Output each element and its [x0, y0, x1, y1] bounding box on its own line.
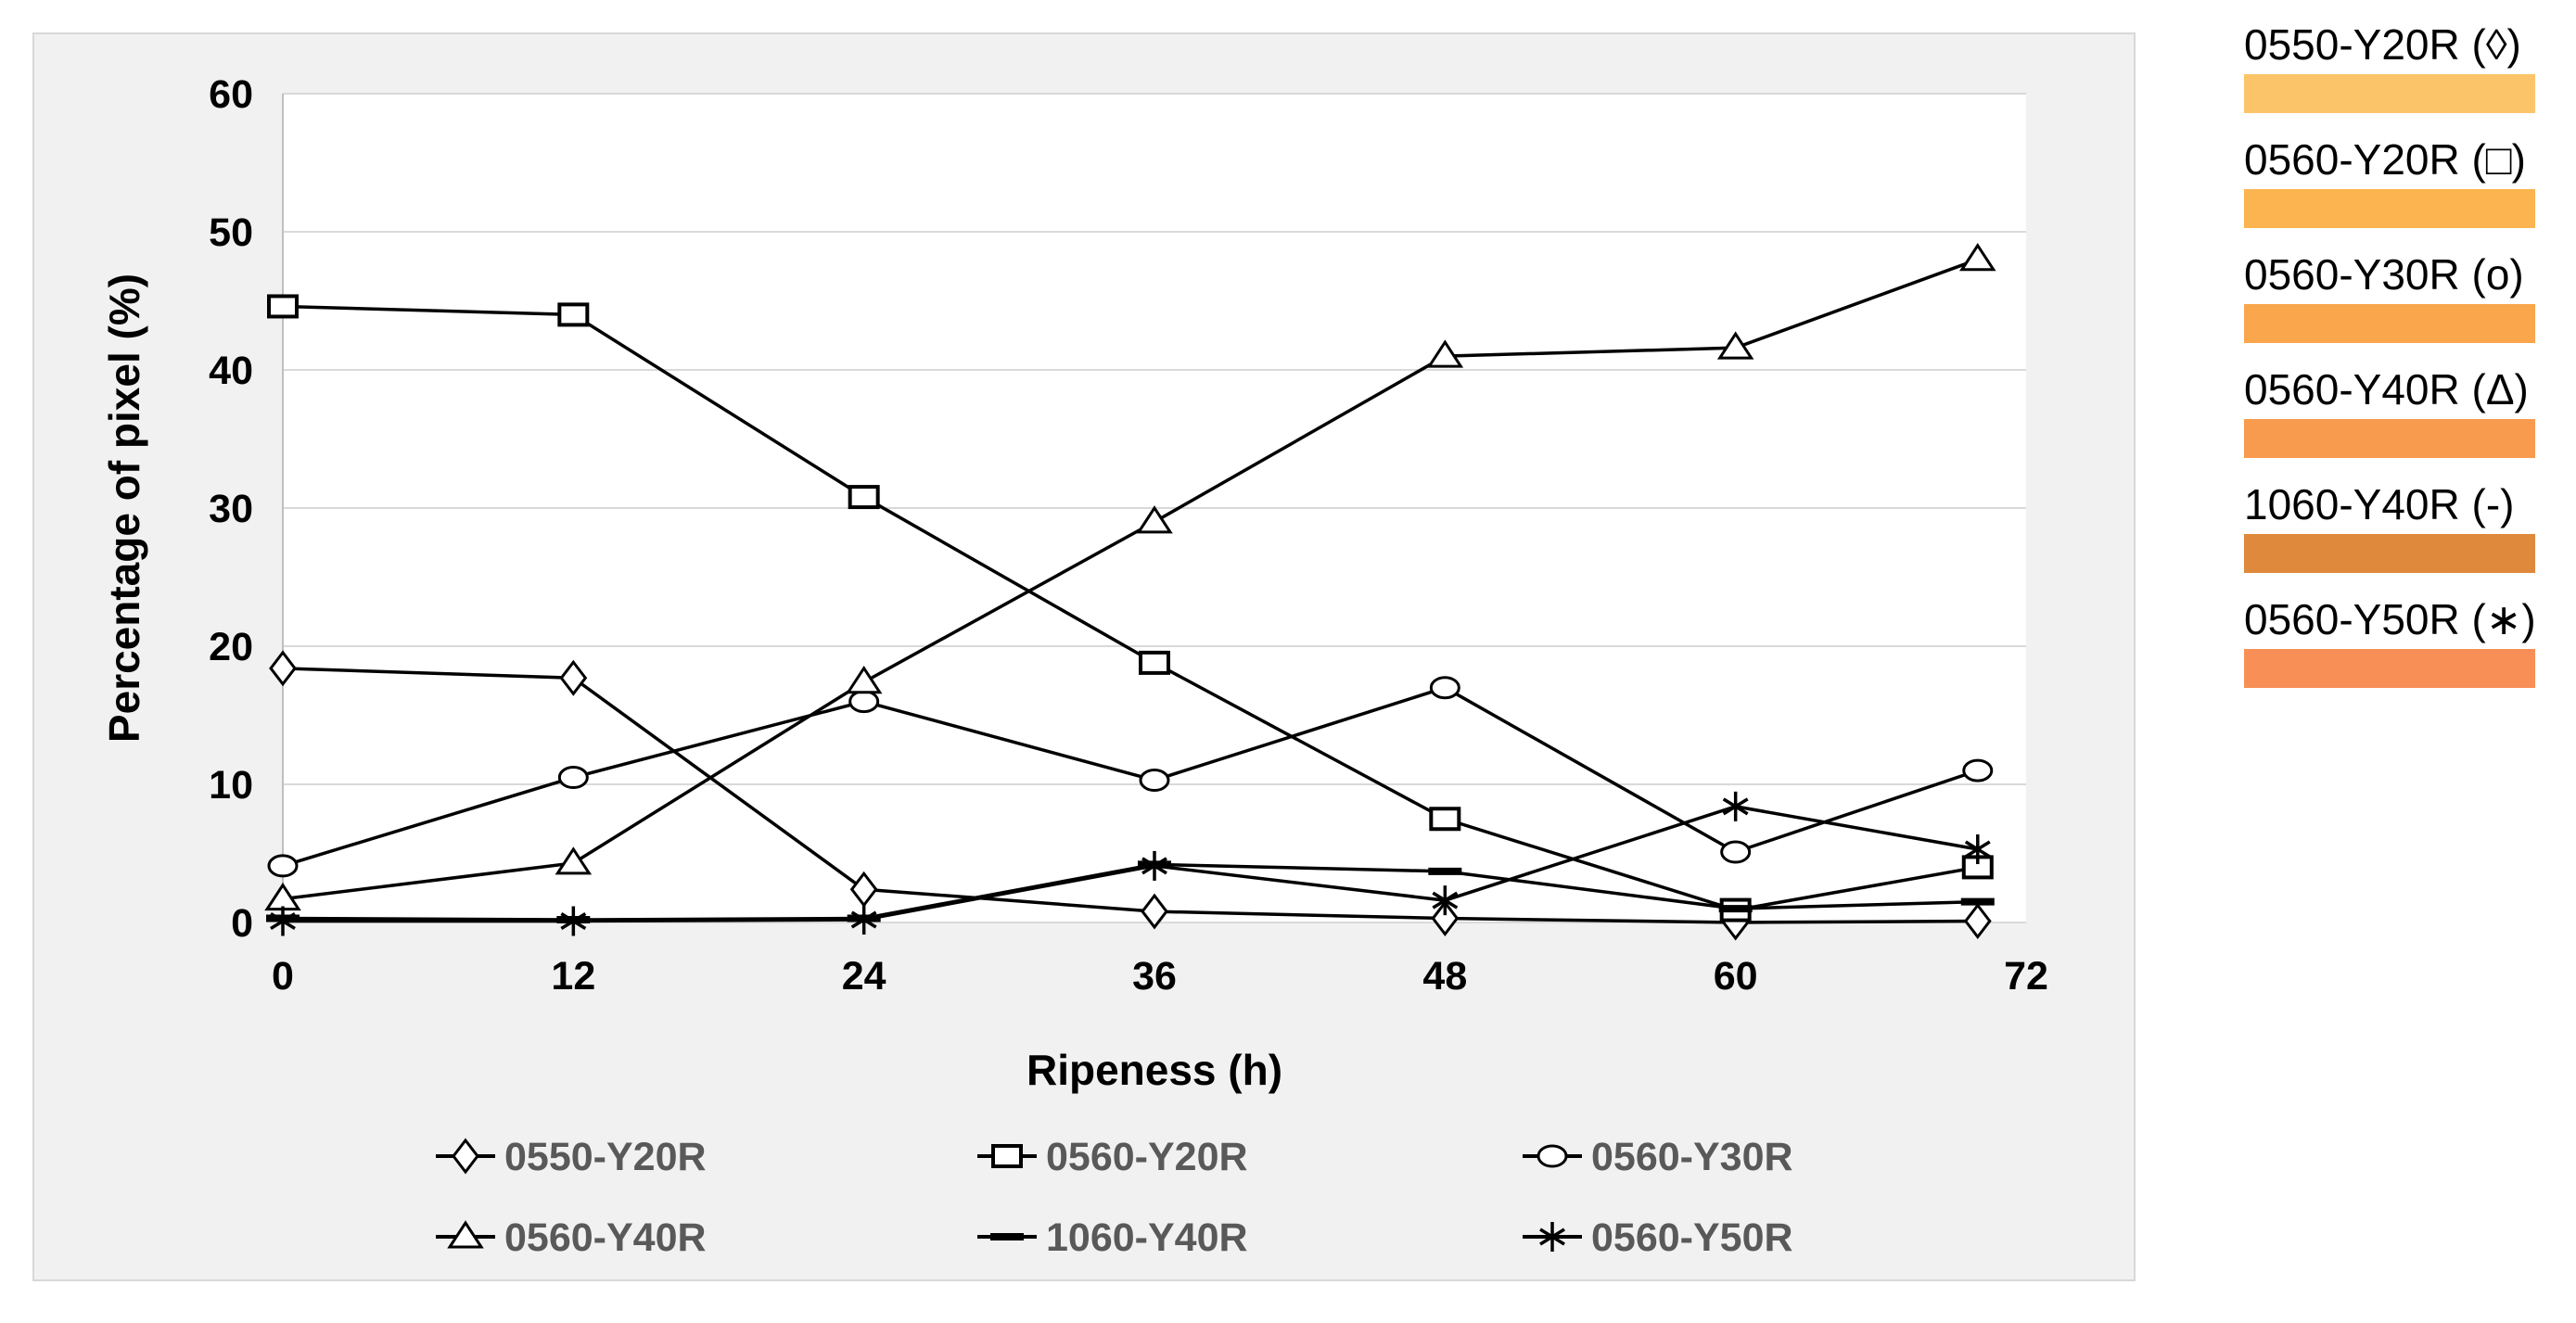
- color-legend-label: 0560-Y20R (□): [2244, 135, 2526, 184]
- x-tick-label: 24: [842, 954, 886, 999]
- legend-label: 0560-Y30R: [1591, 1135, 1793, 1179]
- x-tick-label: 60: [1714, 954, 1758, 999]
- y-tick-label: 40: [209, 349, 253, 393]
- color-legend-item: 1060-Y40R (-): [2244, 480, 2569, 573]
- color-legend-label: 1060-Y40R (-): [2244, 480, 2515, 528]
- diamond-marker: [452, 1138, 479, 1175]
- circle-marker: [1962, 758, 1994, 782]
- y-tick-label: 20: [209, 625, 253, 669]
- legend-label: 1060-Y40R: [1046, 1215, 1248, 1260]
- square-marker: [557, 302, 590, 327]
- x-tick-label: 72: [2004, 954, 2048, 999]
- color-legend-label: 0560-Y50R (∗): [2244, 595, 2536, 643]
- x-axis-title: Ripeness (h): [1026, 1046, 1283, 1094]
- y-tick-label: 60: [209, 72, 253, 117]
- diamond-marker: [1141, 893, 1168, 930]
- triangle-marker: [1959, 243, 1996, 272]
- color-legend-label: 0560-Y40R (Δ): [2244, 365, 2529, 413]
- asterisk-marker: [1964, 840, 1991, 859]
- color-legend-item: 0560-Y50R (∗): [2244, 595, 2569, 688]
- diamond-marker: [269, 650, 297, 687]
- color-legend-panel: 0550-Y20R (◊) 0560-Y20R (□) 0560-Y30R (o) 0…: [2244, 20, 2569, 710]
- asterisk-marker: [850, 910, 877, 929]
- square-marker: [267, 294, 299, 319]
- circle-marker: [848, 690, 880, 714]
- asterisk-marker: [1539, 1228, 1565, 1246]
- color-legend-label: 0560-Y30R (o): [2244, 250, 2524, 299]
- legend-label: 0560-Y20R: [1046, 1135, 1248, 1179]
- square-marker: [1139, 650, 1170, 675]
- square-marker: [848, 485, 880, 510]
- color-swatch: [2244, 304, 2535, 343]
- diamond-marker: [559, 659, 588, 696]
- x-tick-label: 36: [1132, 954, 1177, 999]
- chart-area: 0 10 20 30 40 50 60 0 12 24 36 48 60 72 0550-Y20R 0560-…: [32, 32, 2136, 1281]
- y-axis-title: Percentage of pixel (%): [100, 273, 148, 744]
- triangle-marker: [1426, 339, 1464, 368]
- diamond-marker: [1431, 900, 1460, 936]
- square-marker: [1429, 807, 1461, 832]
- color-legend-label: 0550-Y20R (◊): [2244, 20, 2521, 69]
- color-swatch: [2244, 534, 2535, 573]
- circle-marker: [557, 766, 589, 790]
- triangle-marker: [845, 665, 883, 694]
- asterisk-marker: [560, 912, 587, 931]
- x-tick-label: 48: [1422, 954, 1467, 999]
- asterisk-marker: [1722, 797, 1749, 816]
- circle-marker: [1537, 1144, 1568, 1168]
- circle-marker: [1720, 840, 1752, 864]
- diamond-marker: [1963, 903, 1992, 939]
- y-tick-label: 30: [209, 487, 253, 531]
- triangle-marker: [447, 1220, 484, 1249]
- plot-area: 0 10 20 30 40 50 60 0 12 24 36 48 60 72 0550-Y20R 0560-…: [209, 72, 2048, 1260]
- x-tick-label: 0: [272, 954, 294, 999]
- x-tick-label: 12: [551, 954, 595, 999]
- color-swatch: [2244, 419, 2535, 458]
- color-swatch: [2244, 189, 2535, 228]
- triangle-marker: [1716, 331, 1754, 360]
- legend-label: 0550-Y20R: [504, 1135, 707, 1179]
- circle-marker: [1139, 769, 1170, 793]
- legend-label: 0560-Y40R: [504, 1215, 707, 1260]
- color-legend-item: 0560-Y30R (o): [2244, 250, 2569, 343]
- circle-marker: [1429, 676, 1460, 700]
- legend-label: 0560-Y50R: [1591, 1215, 1793, 1260]
- circle-marker: [267, 854, 299, 878]
- y-tick-label: 10: [209, 763, 253, 808]
- asterisk-marker: [1432, 891, 1459, 910]
- color-legend-item: 0560-Y20R (□): [2244, 135, 2569, 228]
- triangle-marker: [555, 846, 593, 875]
- asterisk-marker: [270, 912, 296, 931]
- y-tick-label: 0: [231, 901, 253, 946]
- square-marker: [991, 1144, 1023, 1168]
- color-swatch: [2244, 74, 2535, 113]
- y-tick-label: 50: [209, 210, 253, 255]
- color-legend-item: 0560-Y40R (Δ): [2244, 365, 2569, 458]
- triangle-marker: [1136, 505, 1173, 534]
- color-swatch: [2244, 649, 2535, 688]
- color-legend-item: 0550-Y20R (◊): [2244, 20, 2569, 113]
- asterisk-marker: [1141, 857, 1167, 875]
